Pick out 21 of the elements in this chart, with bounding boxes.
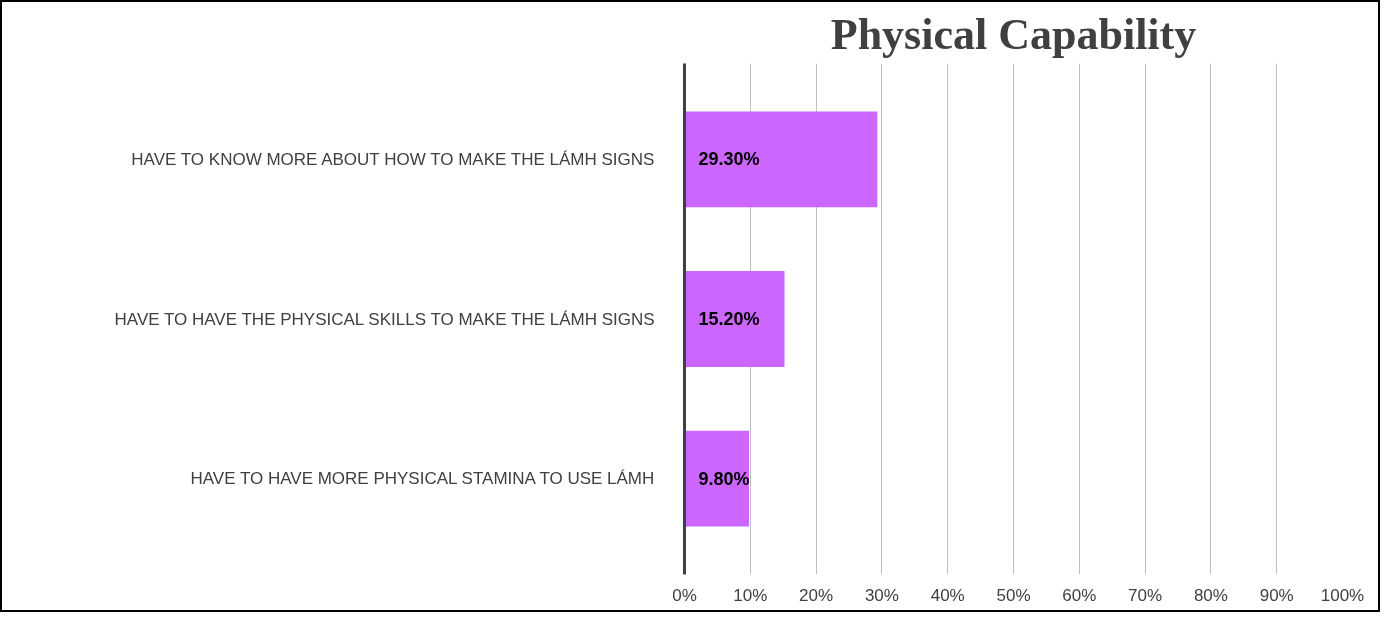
x-tick-label: 90% — [1259, 585, 1294, 605]
bar — [684, 271, 785, 367]
x-tick-label: 60% — [1062, 585, 1097, 605]
x-tick-label: 100% — [1320, 585, 1365, 605]
x-tick-label: 0% — [672, 585, 697, 605]
x-tick-label: 20% — [799, 585, 834, 605]
bar — [684, 430, 749, 527]
x-tick-label: 80% — [1193, 585, 1228, 605]
data-label: 29.30% — [698, 149, 760, 170]
x-tick-label: 10% — [733, 585, 768, 605]
data-label: 15.20% — [698, 309, 760, 329]
y-tick-label: HAVE TO HAVE THE PHYSICAL SKILLS TO MAKE THE LÁMH SIGNS — [114, 309, 655, 329]
y-tick-label: HAVE TO KNOW MORE ABOUT HOW TO MAKE THE LÁMH SIGNS — [131, 149, 655, 169]
y-tick-label: HAVE TO HAVE MORE PHYSICAL STAMINA TO USE LÁMH — [190, 469, 655, 489]
x-tick-label: 50% — [996, 585, 1031, 605]
x-tick-label: 70% — [1128, 585, 1163, 605]
x-tick-label: 30% — [864, 585, 899, 605]
bar — [684, 111, 878, 208]
chart-title: Physical Capability — [830, 9, 1197, 59]
x-tick-label: 40% — [930, 585, 965, 605]
data-label: 9.80% — [698, 468, 750, 489]
